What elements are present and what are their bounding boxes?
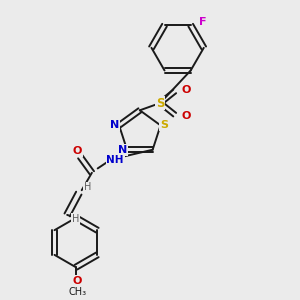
Text: N: N [110,120,119,130]
Text: H: H [72,214,80,224]
Text: CH₃: CH₃ [68,287,86,297]
Text: O: O [73,146,82,156]
Text: N: N [118,145,127,155]
Text: O: O [73,276,82,286]
Text: S: S [160,120,168,130]
Text: F: F [199,17,206,27]
Text: S: S [156,97,164,110]
Text: NH: NH [106,155,124,165]
Text: O: O [182,111,191,121]
Text: O: O [182,85,191,95]
Text: H: H [84,182,91,192]
